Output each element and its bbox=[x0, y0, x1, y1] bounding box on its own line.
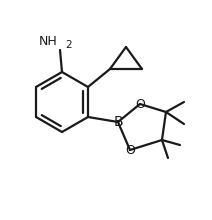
Text: O: O bbox=[125, 143, 135, 156]
Text: 2: 2 bbox=[65, 40, 72, 50]
Text: B: B bbox=[113, 115, 123, 129]
Text: O: O bbox=[135, 97, 145, 110]
Text: NH: NH bbox=[39, 35, 58, 48]
